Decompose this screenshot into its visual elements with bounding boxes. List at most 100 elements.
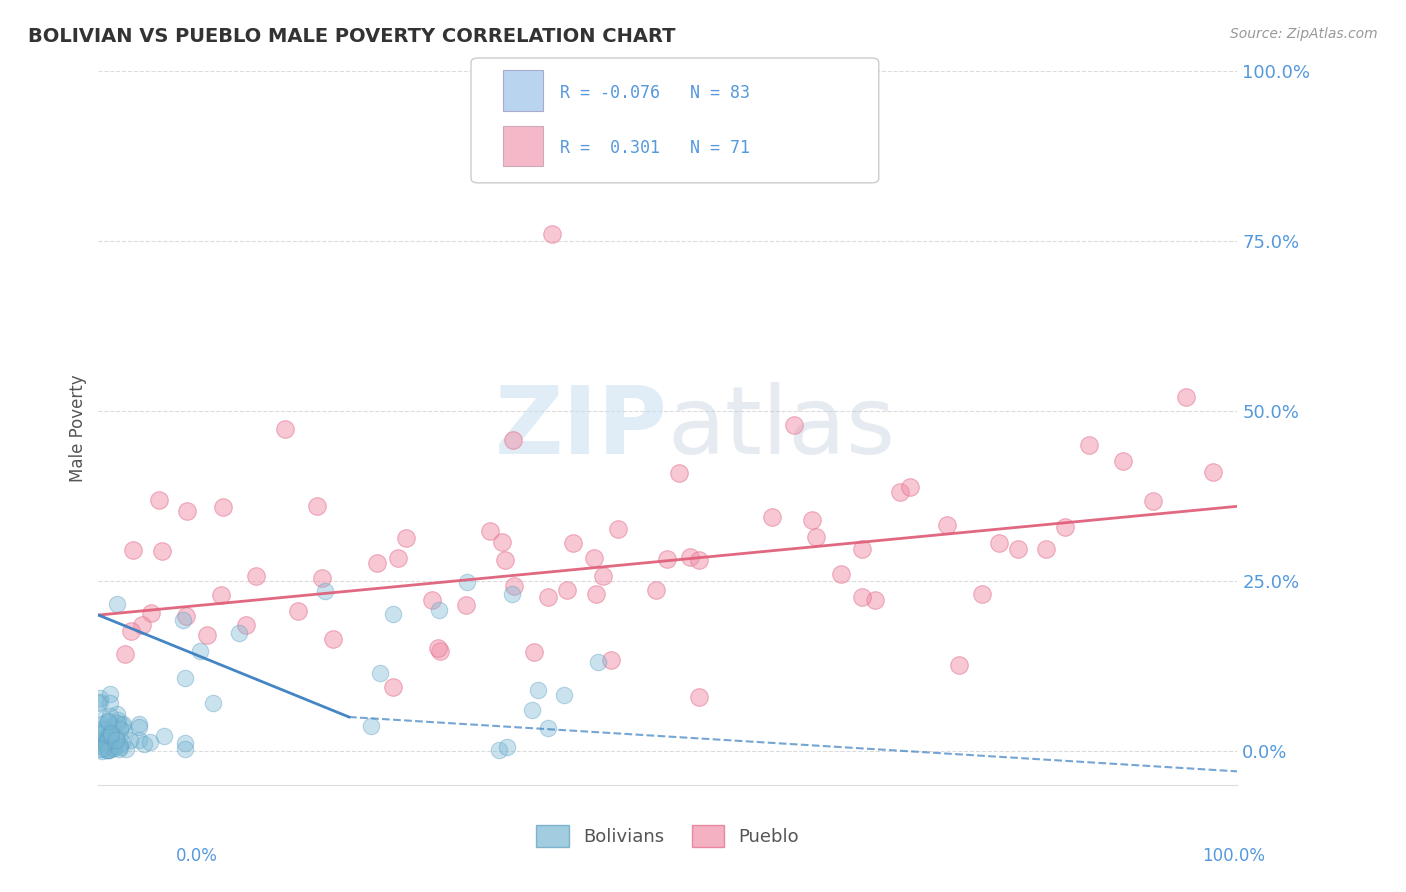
Point xyxy=(94,736,117,750)
Point xyxy=(105,715,128,730)
Point xyxy=(98,708,121,723)
Point xyxy=(97,737,120,751)
Point xyxy=(830,567,852,582)
Point xyxy=(97,714,120,728)
Point xyxy=(96,743,118,757)
Point xyxy=(427,603,450,617)
Point xyxy=(108,739,131,754)
Point xyxy=(97,743,120,757)
Point xyxy=(503,579,526,593)
Point xyxy=(104,733,127,747)
Point xyxy=(97,743,120,757)
Point xyxy=(555,583,578,598)
Text: atlas: atlas xyxy=(668,382,896,475)
Point xyxy=(100,725,122,739)
Point xyxy=(526,682,548,697)
Point xyxy=(562,536,585,550)
Point xyxy=(616,145,638,160)
Point xyxy=(100,739,122,754)
Point xyxy=(1175,390,1198,404)
Point xyxy=(93,721,115,735)
Point xyxy=(382,680,405,694)
Point xyxy=(585,587,607,601)
Point xyxy=(553,688,575,702)
Point xyxy=(107,741,129,756)
Point xyxy=(520,703,543,717)
Point xyxy=(110,735,132,749)
Text: R =  0.301   N = 71: R = 0.301 N = 71 xyxy=(560,139,749,157)
Point xyxy=(174,672,197,686)
Text: Source: ZipAtlas.com: Source: ZipAtlas.com xyxy=(1230,27,1378,41)
Point xyxy=(110,738,132,752)
Point xyxy=(128,717,150,731)
Point xyxy=(202,696,225,710)
Point xyxy=(523,645,546,659)
Point xyxy=(150,543,173,558)
Point xyxy=(188,643,211,657)
Point xyxy=(586,655,609,669)
Point xyxy=(657,552,679,566)
Legend: Bolivians, Pueblo: Bolivians, Pueblo xyxy=(529,818,807,855)
Point xyxy=(97,728,120,742)
Point xyxy=(93,725,115,739)
Point xyxy=(96,734,118,748)
Point xyxy=(176,504,198,518)
Point xyxy=(274,422,297,436)
Point xyxy=(112,717,135,731)
Point xyxy=(395,531,418,545)
Point xyxy=(368,666,391,681)
Text: 100.0%: 100.0% xyxy=(1202,847,1265,865)
Point xyxy=(644,583,666,598)
Point xyxy=(138,735,160,749)
Point xyxy=(592,568,614,582)
Point xyxy=(488,742,510,756)
Point xyxy=(429,644,451,658)
Point xyxy=(314,584,336,599)
Point xyxy=(172,613,194,627)
Point xyxy=(120,624,142,639)
Point xyxy=(889,485,911,500)
Text: R = -0.076   N = 83: R = -0.076 N = 83 xyxy=(560,84,749,102)
Point xyxy=(139,606,162,620)
Point xyxy=(121,543,143,558)
Point xyxy=(87,738,110,752)
Point xyxy=(783,418,806,433)
Point xyxy=(100,733,122,747)
Point xyxy=(582,550,605,565)
Point xyxy=(537,721,560,735)
Point xyxy=(501,586,523,600)
Point xyxy=(761,509,783,524)
Point xyxy=(101,719,124,733)
Point xyxy=(114,647,136,661)
Point xyxy=(456,599,478,613)
Point xyxy=(305,500,328,514)
Point xyxy=(420,592,443,607)
Point xyxy=(94,723,117,737)
Point xyxy=(148,492,170,507)
Text: ZIP: ZIP xyxy=(495,382,668,475)
Point xyxy=(197,627,219,641)
Point xyxy=(537,590,560,604)
Point xyxy=(863,592,886,607)
Point xyxy=(851,590,873,604)
Point xyxy=(1111,454,1133,468)
Point xyxy=(96,738,118,752)
Point xyxy=(118,733,141,747)
Point xyxy=(98,725,121,739)
Point xyxy=(491,535,513,549)
Point xyxy=(173,742,195,756)
Point xyxy=(1035,542,1057,557)
Point xyxy=(988,535,1011,549)
Point xyxy=(97,743,120,757)
Point xyxy=(152,729,174,743)
Point xyxy=(235,617,257,632)
Point xyxy=(948,658,970,673)
Point xyxy=(688,553,710,567)
Point xyxy=(107,713,129,727)
Point xyxy=(112,724,135,739)
Point xyxy=(104,731,127,745)
Point xyxy=(89,733,111,747)
Point xyxy=(228,625,250,640)
Point xyxy=(96,714,118,729)
Point xyxy=(212,500,235,514)
